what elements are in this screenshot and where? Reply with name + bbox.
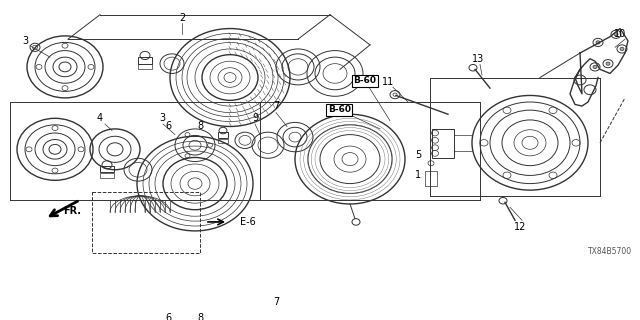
Text: 5: 5 — [415, 150, 421, 160]
Text: 4: 4 — [97, 113, 103, 123]
Bar — [425, 171, 437, 186]
Bar — [218, 132, 228, 138]
Circle shape — [593, 65, 597, 68]
Text: E-6: E-6 — [240, 217, 256, 227]
Text: 3: 3 — [159, 113, 165, 123]
Text: 13: 13 — [472, 54, 484, 64]
Text: TX84B5700: TX84B5700 — [588, 247, 632, 256]
Bar — [432, 129, 454, 158]
Text: 7: 7 — [273, 297, 279, 307]
Text: 7: 7 — [273, 101, 279, 111]
Bar — [218, 139, 228, 143]
Circle shape — [596, 41, 600, 44]
Text: 2: 2 — [179, 13, 185, 23]
Bar — [138, 57, 152, 64]
Text: 12: 12 — [514, 222, 526, 232]
Text: B-60: B-60 — [328, 105, 351, 114]
Circle shape — [614, 33, 618, 36]
Text: 6: 6 — [165, 122, 171, 132]
Text: 11: 11 — [382, 76, 394, 87]
Bar — [138, 64, 152, 69]
Text: 8: 8 — [197, 313, 203, 320]
Text: 1: 1 — [415, 171, 421, 180]
Text: FR.: FR. — [63, 205, 81, 215]
Text: 8: 8 — [197, 122, 203, 132]
Bar — [100, 173, 114, 178]
Circle shape — [620, 47, 624, 51]
Bar — [100, 166, 114, 172]
Text: B-60: B-60 — [353, 76, 376, 85]
Bar — [92, 192, 200, 253]
Circle shape — [606, 62, 610, 65]
Text: 6: 6 — [165, 313, 171, 320]
Text: 9: 9 — [252, 113, 258, 123]
Text: 10: 10 — [614, 29, 626, 39]
Text: 3: 3 — [22, 36, 28, 46]
